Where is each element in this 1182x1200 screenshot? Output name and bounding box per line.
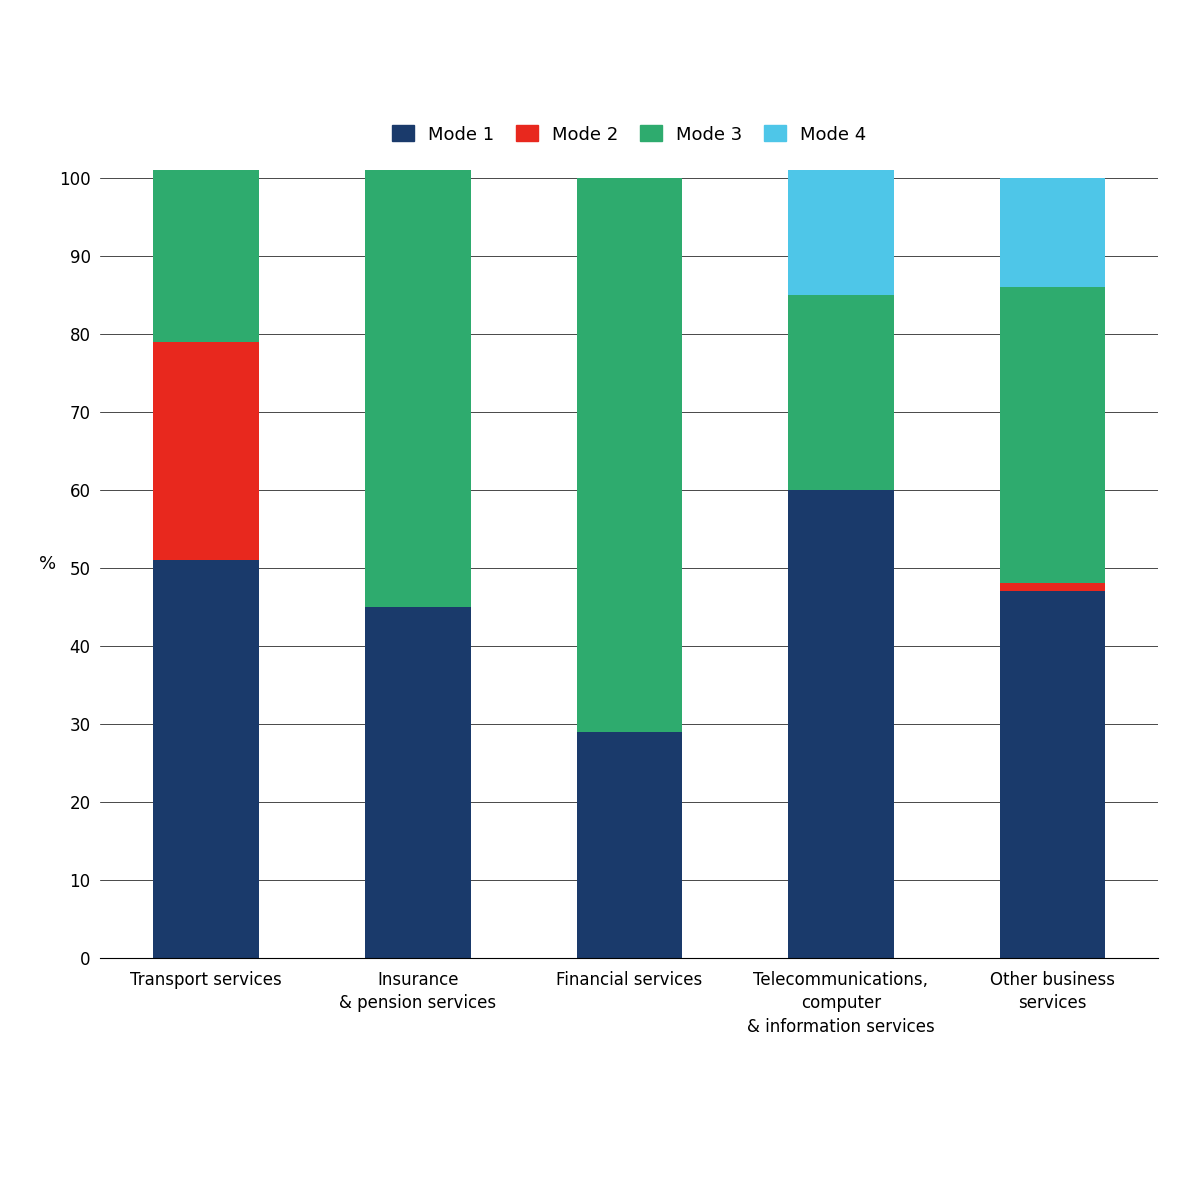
Bar xyxy=(154,342,259,560)
Legend: Mode 1, Mode 2, Mode 3, Mode 4: Mode 1, Mode 2, Mode 3, Mode 4 xyxy=(392,125,866,144)
Bar xyxy=(1000,592,1105,958)
Bar xyxy=(788,490,894,958)
Text: Source: Author’s calculations, ONS Pink Book, Eurostat (Foreign Affiliate Trade : Source: Author’s calculations, ONS Pink … xyxy=(30,1150,762,1164)
Bar xyxy=(577,178,682,732)
Bar xyxy=(154,560,259,958)
Bar xyxy=(788,170,894,295)
Bar xyxy=(365,607,470,958)
Text: Chart 3: Percentage of UK services supplied to the rest of the world by mode: Chart 3: Percentage of UK services suppl… xyxy=(30,30,1178,56)
Bar xyxy=(365,170,470,607)
Bar xyxy=(577,732,682,958)
Y-axis label: %: % xyxy=(39,554,57,572)
Bar xyxy=(154,170,259,342)
Bar xyxy=(1000,583,1105,592)
Bar xyxy=(1000,287,1105,583)
Bar xyxy=(788,295,894,490)
Bar xyxy=(1000,178,1105,287)
